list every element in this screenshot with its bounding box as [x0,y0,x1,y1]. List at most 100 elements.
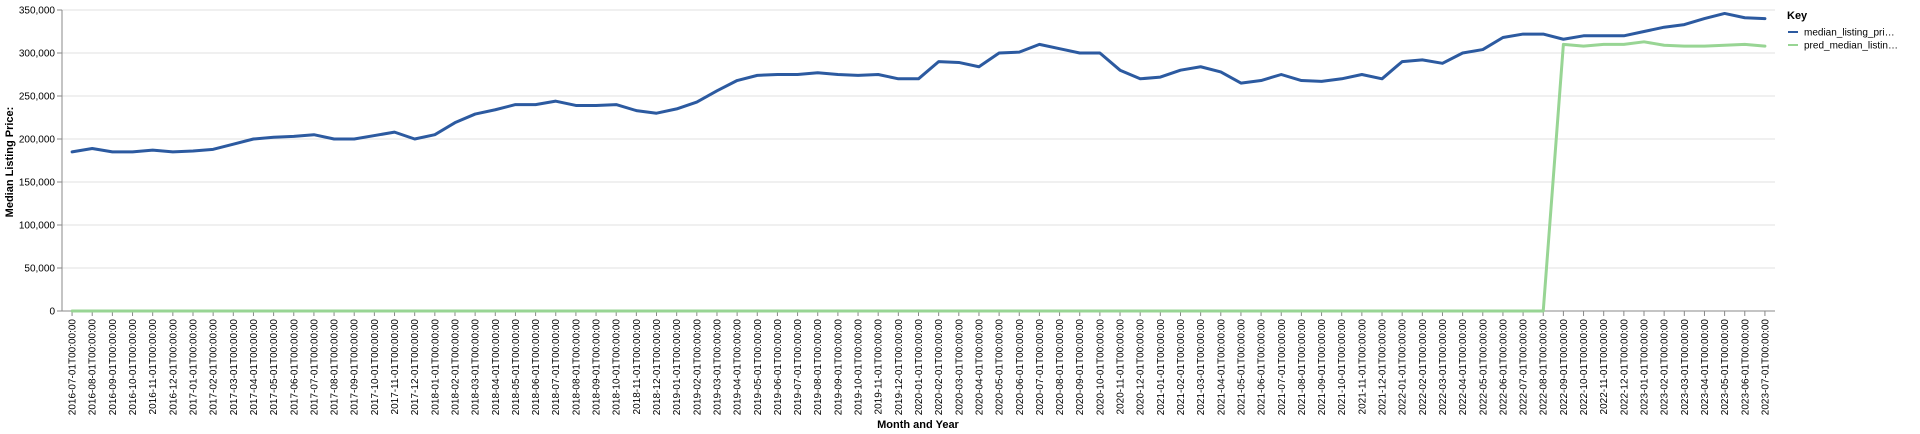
x-tick-label: 2017-02-01T00:00:00 [209,319,220,416]
x-tick-label: 2023-03-01T00:00:00 [1680,319,1691,416]
x-tick-label: 2018-09-01T00:00:00 [592,319,603,416]
x-tick-label: 2023-07-01T00:00:00 [1760,319,1771,416]
x-tick-label: 2021-10-01T00:00:00 [1337,319,1348,416]
x-tick-label: 2022-05-01T00:00:00 [1478,319,1489,416]
x-tick-label: 2021-06-01T00:00:00 [1257,319,1268,416]
x-tick-label: 2017-09-01T00:00:00 [350,319,361,416]
x-tick-label: 2021-05-01T00:00:00 [1236,319,1247,416]
x-tick-label: 2017-10-01T00:00:00 [370,319,381,416]
x-tick-label: 2022-12-01T00:00:00 [1619,319,1630,416]
legend-entry: median_listing_pri… [1804,28,1895,39]
x-tick-label: 2017-12-01T00:00:00 [410,319,421,416]
x-tick-label: 2020-09-01T00:00:00 [1075,319,1086,416]
y-axis-title: Median Listing Price: [4,107,16,218]
x-tick-label: 2020-08-01T00:00:00 [1055,319,1066,416]
x-tick-label: 2018-05-01T00:00:00 [511,319,522,416]
x-tick-label: 2020-02-01T00:00:00 [934,319,945,416]
x-tick-label: 2019-06-01T00:00:00 [773,319,784,416]
x-tick-label: 2022-01-01T00:00:00 [1398,319,1409,416]
x-tick-label: 2023-04-01T00:00:00 [1700,319,1711,416]
x-tick-label: 2021-09-01T00:00:00 [1317,319,1328,416]
x-tick-label: 2020-12-01T00:00:00 [1136,319,1147,416]
x-tick-label: 2020-07-01T00:00:00 [1035,319,1046,416]
y-axis: 0 50,000 100,000 150,000 200,000 250,000 300,0… [19,6,63,318]
x-tick-label: 2017-11-01T00:00:00 [390,319,401,415]
legend-entry: pred_median_listin… [1804,41,1898,52]
x-tick-label: 2020-10-01T00:00:00 [1095,319,1106,416]
x-axis: 2016-07-01T00:00:00 2016-08-01T00:00:00 20… [62,310,1775,416]
series-line-2 [70,40,1767,313]
x-tick-label: 2019-05-01T00:00:00 [753,319,764,416]
x-tick-label: 2016-08-01T00:00:00 [88,319,99,416]
x-tick-label: 2022-10-01T00:00:00 [1579,319,1590,416]
x-tick-label: 2018-06-01T00:00:00 [531,319,542,416]
x-tick-label: 2019-09-01T00:00:00 [833,319,844,416]
x-tick-label: 2019-04-01T00:00:00 [733,319,744,416]
x-tick-label: 2023-06-01T00:00:00 [1740,319,1751,416]
x-tick-label: 2016-11-01T00:00:00 [148,319,159,415]
x-tick-label: 2021-08-01T00:00:00 [1297,319,1308,416]
x-tick-label: 2021-11-01T00:00:00 [1357,319,1368,415]
x-tick-label: 2019-01-01T00:00:00 [672,319,683,416]
x-tick-label: 2022-06-01T00:00:00 [1498,319,1509,416]
x-tick-label: 2023-01-01T00:00:00 [1640,319,1651,416]
x-tick-label: 2020-04-01T00:00:00 [974,319,985,416]
x-axis-title: Month and Year [877,419,959,431]
x-tick-label: 2022-11-01T00:00:00 [1599,319,1610,415]
x-tick-label: 2018-04-01T00:00:00 [491,319,502,416]
x-tick-label: 2023-05-01T00:00:00 [1720,319,1731,416]
x-tick-label: 2018-02-01T00:00:00 [450,319,461,416]
x-tick-label: 2017-07-01T00:00:00 [309,319,320,416]
x-tick-label: 2017-05-01T00:00:00 [269,319,280,416]
x-tick-label: 2023-02-01T00:00:00 [1660,319,1671,416]
x-tick-label: 2018-07-01T00:00:00 [551,319,562,416]
x-tick-label: 2017-01-01T00:00:00 [188,319,199,416]
x-tick-label: 2020-05-01T00:00:00 [995,319,1006,416]
x-tick-label: 2016-12-01T00:00:00 [168,319,179,416]
x-tick-label: 2022-08-01T00:00:00 [1539,319,1550,416]
series-line-1 [70,11,1767,154]
x-tick-label: 2020-01-01T00:00:00 [914,319,925,416]
series-lines [70,11,1767,313]
legend: Key median_listing_pri… pred_median_listi… [1787,10,1898,52]
x-tick-label: 2020-11-01T00:00:00 [1116,319,1127,415]
y-tick-label: 200,000 [19,135,56,146]
x-tick-label: 2018-03-01T00:00:00 [471,319,482,416]
x-tick-label: 2021-04-01T00:00:00 [1216,319,1227,416]
x-tick-label: 2022-09-01T00:00:00 [1559,319,1570,416]
y-tick-label: 250,000 [19,92,56,103]
x-tick-label: 2018-10-01T00:00:00 [612,319,623,416]
x-tick-label: 2021-02-01T00:00:00 [1176,319,1187,416]
x-tick-label: 2017-04-01T00:00:00 [249,319,260,416]
x-tick-label: 2021-12-01T00:00:00 [1378,319,1389,416]
x-tick-label: 2022-04-01T00:00:00 [1458,319,1469,416]
legend-title: Key [1787,10,1808,22]
y-tick-label: 0 [49,307,55,318]
x-tick-label: 2020-03-01T00:00:00 [954,319,965,416]
x-tick-label: 2016-07-01T00:00:00 [68,319,79,416]
x-tick-label: 2019-12-01T00:00:00 [894,319,905,416]
x-tick-label: 2018-08-01T00:00:00 [571,319,582,416]
x-tick-label: 2017-08-01T00:00:00 [330,319,341,416]
x-tick-label: 2022-02-01T00:00:00 [1418,319,1429,416]
x-tick-label: 2022-07-01T00:00:00 [1519,319,1530,416]
x-tick-label: 2019-08-01T00:00:00 [813,319,824,416]
y-tick-label: 350,000 [19,6,56,17]
x-tick-label: 2019-02-01T00:00:00 [692,319,703,416]
x-tick-label: 2018-01-01T00:00:00 [430,319,441,416]
x-tick-label: 2016-09-01T00:00:00 [108,319,119,416]
x-tick-label: 2022-03-01T00:00:00 [1438,319,1449,416]
x-tick-label: 2019-10-01T00:00:00 [854,319,865,416]
x-tick-label: 2021-07-01T00:00:00 [1277,319,1288,416]
x-tick-label: 2016-10-01T00:00:00 [128,319,139,416]
x-tick-label: 2020-06-01T00:00:00 [1015,319,1026,416]
x-tick-label: 2018-12-01T00:00:00 [652,319,663,416]
x-tick-label: 2018-11-01T00:00:00 [632,319,643,415]
y-tick-label: 50,000 [24,264,55,275]
y-tick-label: 150,000 [19,178,56,189]
x-tick-label: 2019-03-01T00:00:00 [712,319,723,416]
x-tick-label: 2017-03-01T00:00:00 [229,319,240,416]
x-tick-label: 2017-06-01T00:00:00 [289,319,300,416]
x-tick-label: 2019-07-01T00:00:00 [793,319,804,416]
x-tick-label: 2021-03-01T00:00:00 [1196,319,1207,416]
